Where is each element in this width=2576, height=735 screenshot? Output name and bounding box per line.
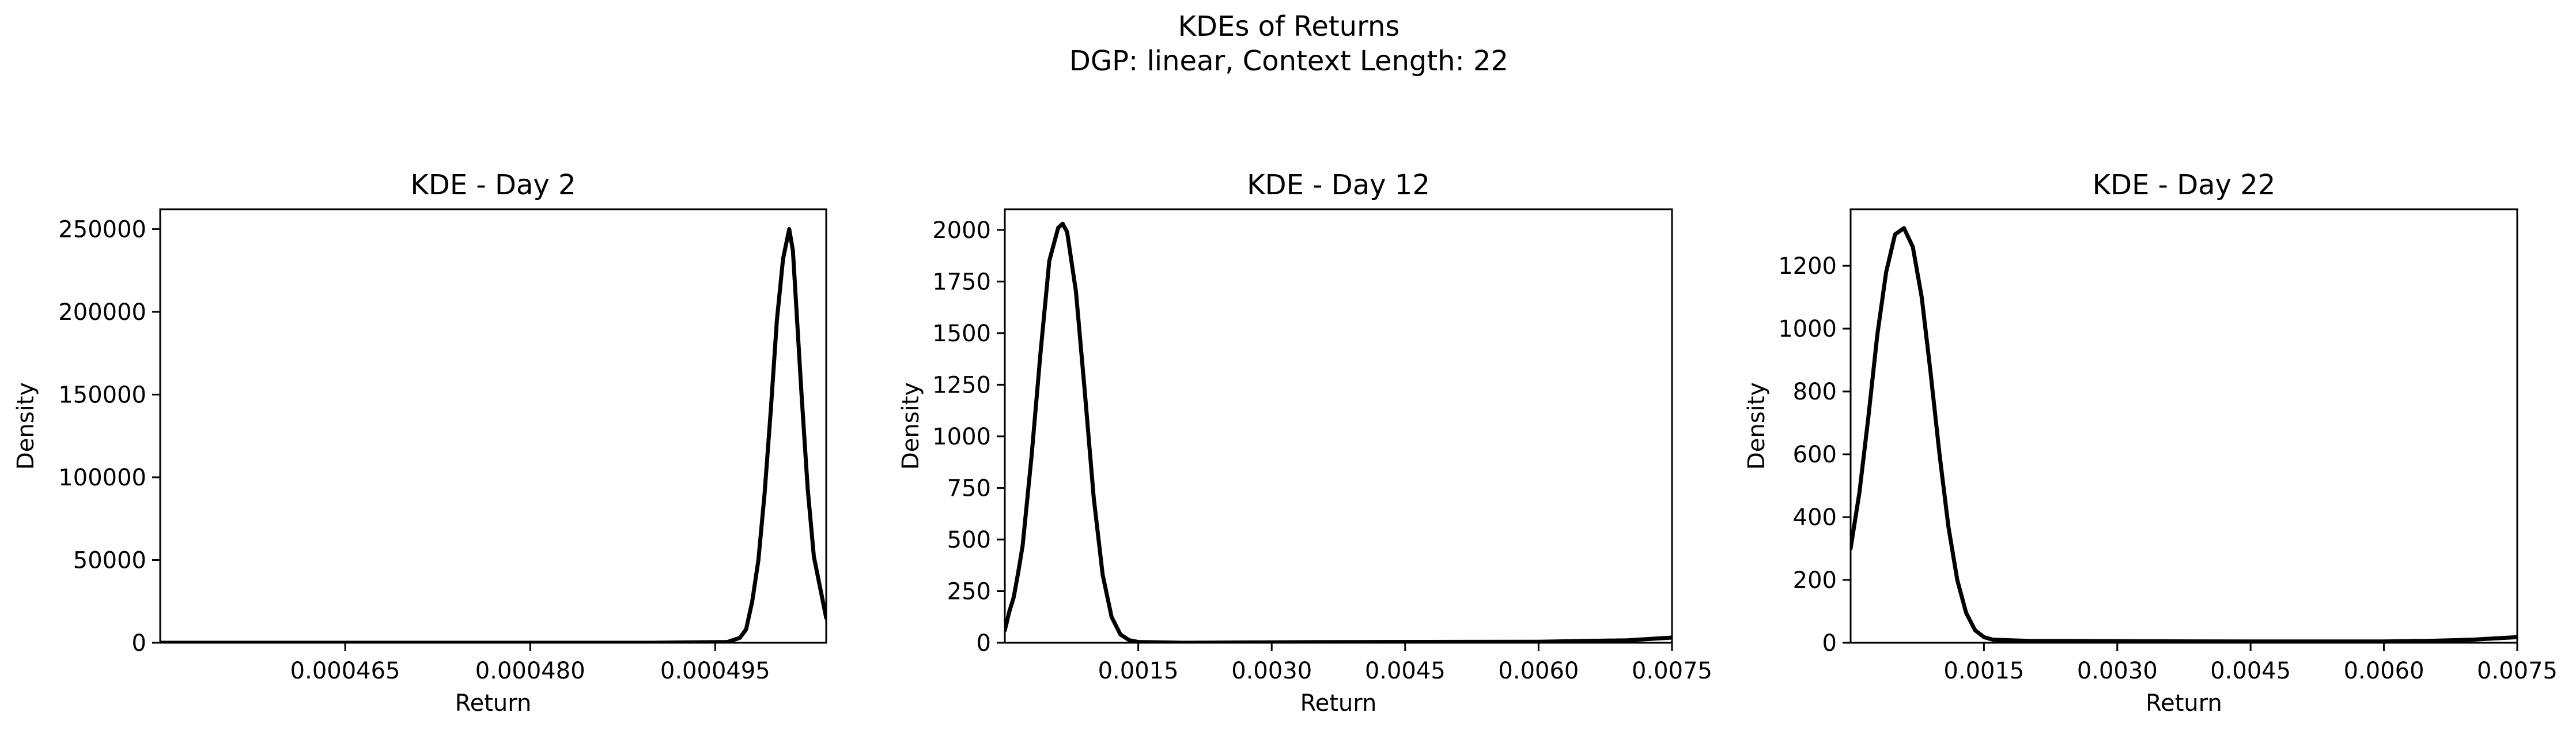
y-tick-label: 400 xyxy=(1793,504,1837,531)
x-tick-label: 0.000465 xyxy=(290,658,400,684)
y-tick-label: 1250 xyxy=(932,372,991,398)
axes-frame xyxy=(1849,208,2518,644)
x-tick-label: 0.0030 xyxy=(1231,658,1312,684)
y-tick-label: 200 xyxy=(1793,567,1837,594)
x-axis-label: Return xyxy=(1300,690,1377,717)
kde-curve xyxy=(1851,226,2517,643)
panel-title: KDE - Day 22 xyxy=(2093,169,2276,201)
panel-title: KDE - Day 12 xyxy=(1247,169,1430,201)
kde-panel-2: 0.0015 0.0030 0.0045 0.0060 0.0075 0 250 500 750… xyxy=(898,169,1712,717)
y-tick-label: 1500 xyxy=(932,321,991,347)
axes-frame xyxy=(159,208,827,644)
y-tick-label: 1200 xyxy=(1778,253,1837,280)
x-tick-label: 0.0030 xyxy=(2077,658,2158,684)
y-tick-label: 600 xyxy=(1793,442,1837,468)
axes-frame xyxy=(1004,208,1673,644)
y-axis-label: Density xyxy=(898,382,924,470)
x-tick-label: 0.0045 xyxy=(2210,658,2291,684)
kde-panel-1: 0.000465 0.000480 0.000495 0 50000 100000 1500… xyxy=(13,169,827,717)
x-tick-label: 0.0060 xyxy=(2344,658,2424,684)
kde-curve xyxy=(1005,221,1672,643)
y-tick-label: 250 xyxy=(947,578,991,605)
figure-title: KDEs of Returns xyxy=(1178,10,1400,43)
x-tick-label: 0.000480 xyxy=(475,658,585,684)
y-axis-label: Density xyxy=(1743,382,1770,470)
chart-panels: 0.000465 0.000480 0.0004950500001000001500… xyxy=(13,169,2558,717)
kde-curve xyxy=(160,227,826,643)
y-tick-label: 250000 xyxy=(58,216,146,243)
x-tick-label: 0.0015 xyxy=(1943,658,2024,684)
y-tick-label: 50000 xyxy=(73,547,146,574)
y-tick-label: 750 xyxy=(947,475,991,502)
kde-panel-3: 0.0015 0.0030 0.0045 0.0060 0.0075 0 200 400 600… xyxy=(1743,169,2558,717)
x-tick-label: 0.0075 xyxy=(2477,658,2558,684)
y-tick-label: 0 xyxy=(1822,630,1837,657)
y-axis-label: Density xyxy=(13,382,39,470)
y-tick-label: 100000 xyxy=(58,465,146,491)
y-tick-label: 150000 xyxy=(58,382,146,408)
y-tick-label: 200000 xyxy=(58,299,146,326)
x-axis-label: Return xyxy=(455,690,532,717)
x-axis-label: Return xyxy=(2146,690,2222,717)
figure-subtitle: DGP: linear, Context Length: 22 xyxy=(1069,45,1508,77)
y-tick-label: 800 xyxy=(1793,379,1837,405)
y-tick-label: 1000 xyxy=(1778,316,1837,342)
panel-title: KDE - Day 2 xyxy=(410,169,576,201)
x-tick-label: 0.0015 xyxy=(1098,658,1179,684)
y-tick-label: 1000 xyxy=(932,424,991,450)
y-tick-label: 500 xyxy=(947,527,991,553)
x-tick-label: 0.000495 xyxy=(660,658,770,684)
y-tick-label: 1750 xyxy=(932,269,991,295)
x-tick-label: 0.0075 xyxy=(1632,658,1712,684)
y-tick-label: 2000 xyxy=(932,217,991,244)
x-tick-label: 0.0060 xyxy=(1498,658,1579,684)
y-tick-label: 0 xyxy=(132,630,146,657)
x-tick-label: 0.0045 xyxy=(1365,658,1446,684)
y-tick-label: 0 xyxy=(977,630,991,657)
